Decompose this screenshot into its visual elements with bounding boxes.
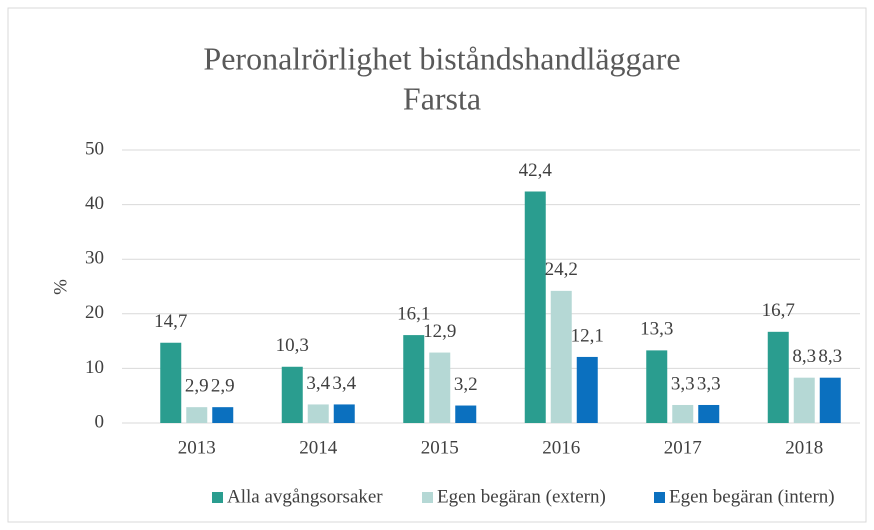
y-tick-label: 30 [85,248,104,269]
bar [281,366,303,423]
x-tick-label: 2015 [421,437,459,458]
legend-swatch [654,492,665,503]
bar [646,350,668,423]
legend-label: Alla avgångsorsaker [227,486,383,507]
chart-title: Farsta [403,80,481,116]
data-label: 2,9 [185,376,209,397]
bar [672,404,694,423]
y-axis-label: % [50,279,71,295]
bar [767,331,789,423]
y-tick-label: 40 [85,193,104,214]
bar [698,404,720,423]
y-tick-label: 20 [85,302,104,323]
bar [524,191,546,423]
data-label: 3,3 [671,373,695,394]
bar [429,352,451,423]
bar [793,377,815,423]
chart-title: Peronalrörlighet biståndshandläggare [203,40,680,76]
legend-swatch [422,492,433,503]
bar [333,404,355,423]
data-label: 3,2 [454,374,478,395]
data-label: 3,4 [306,373,330,394]
chart-frame [7,7,867,523]
data-label: 24,2 [545,259,578,280]
data-label: 16,7 [762,300,795,321]
data-label: 2,9 [211,376,235,397]
y-tick-label: 50 [85,138,104,159]
bar [576,356,598,423]
bar [455,405,477,423]
data-label: 12,9 [423,321,456,342]
x-tick-label: 2016 [542,437,580,458]
legend-label: Egen begäran (intern) [669,486,835,507]
data-label: 3,3 [697,373,721,394]
x-tick-label: 2014 [299,437,338,458]
legend-label: Egen begäran (extern) [437,486,606,507]
data-label: 10,3 [276,335,309,356]
bar [307,404,329,423]
bar [212,407,234,423]
data-label: 42,4 [519,160,553,181]
data-label: 12,1 [571,325,604,346]
data-label: 8,3 [818,346,842,367]
data-label: 13,3 [640,319,673,340]
x-tick-label: 2017 [664,437,702,458]
y-tick-label: 0 [95,411,105,432]
bar [550,290,572,423]
bar [160,342,182,423]
y-tick-label: 10 [85,357,104,378]
x-tick-label: 2018 [785,437,823,458]
data-label: 16,1 [397,303,430,324]
data-label: 8,3 [792,346,816,367]
x-tick-label: 2013 [178,437,216,458]
data-label: 3,4 [332,373,356,394]
bar [186,407,208,423]
bar [819,377,841,423]
bar [403,335,425,423]
legend-swatch [212,492,223,503]
data-label: 14,7 [154,311,187,332]
